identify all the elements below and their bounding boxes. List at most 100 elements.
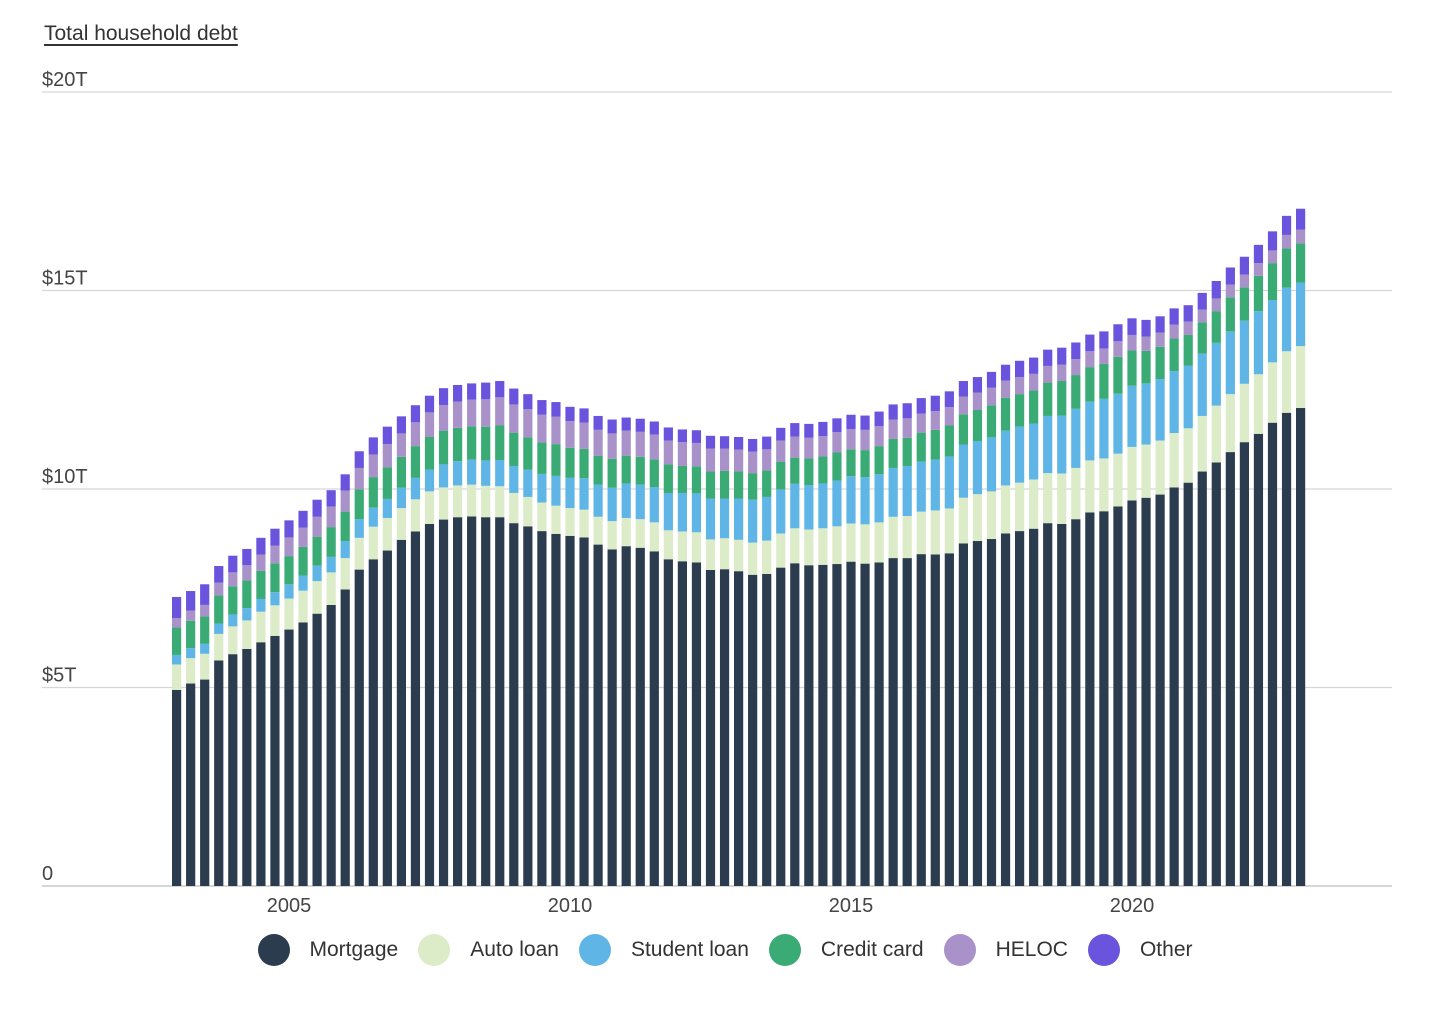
bar-segment-mortgage [354,569,364,886]
bar-segment-other [1099,331,1109,349]
bar-segment-auto-loan [410,499,421,532]
bar-segment-student-loan [762,496,772,541]
bar-segment-auto-loan [846,523,856,562]
bar-segment-heloc [691,442,702,467]
bar-segment-heloc [874,426,884,447]
stacked-bar-chart: 0 $5T $10T $15T $20T 2005 2010 2015 2020 [42,69,1392,917]
bar-segment-credit-card [1071,375,1081,409]
bar-segment-auto-loan [916,511,926,555]
bar-segment-credit-card [1197,322,1207,354]
bar-segment-heloc [354,467,364,490]
x-tick-label: 2015 [829,895,874,917]
bar-segment-student-loan [986,437,997,492]
bar-segment-mortgage [649,551,659,886]
bar-segment-credit-card [256,570,266,599]
bar-segment-credit-card [649,459,659,488]
bar-segment-mortgage [818,564,828,886]
bar-segment-mortgage [256,642,266,886]
bar-segment-credit-card [719,470,730,499]
bar-segment-other [270,528,280,546]
bar-segment-other [382,426,392,445]
bar-segment-mortgage [495,517,505,886]
x-tick-label: 2020 [1110,895,1155,917]
bar-segment-heloc [537,414,547,443]
bar-segment-student-loan [930,459,940,511]
bar-segment-mortgage [1113,506,1123,886]
bar-segment-heloc [916,413,926,433]
bar-segment-heloc [888,419,898,439]
bar-segment-mortgage [270,635,280,886]
bar-segment-heloc [719,448,730,471]
bar-segment-credit-card [1015,394,1025,427]
bar-segment-heloc [677,442,687,466]
bar-segment-mortgage [228,654,238,886]
bar-segment-mortgage [537,531,547,886]
bar-segment-heloc [298,527,308,547]
bar-segment-credit-card [1183,334,1193,366]
bar-segment-heloc [832,432,842,453]
bar-segment-other [1127,318,1137,335]
bar-segment-other [438,388,449,406]
bar-segment-mortgage [1169,487,1179,886]
legend-item: Mortgage [257,934,398,966]
y-tick-label: $20T [42,69,88,91]
bar-segment-other [649,421,659,435]
bar-segment-mortgage [832,564,842,886]
bar-segment-auto-loan [1155,440,1165,495]
bar-segment-heloc [776,440,786,462]
bar-segment-heloc [846,429,856,450]
bar-segment-credit-card [748,473,758,500]
bar-segment-student-loan [312,565,322,582]
bar-segment-auto-loan [593,516,603,545]
bar-segment-other [284,520,294,538]
bar-segment-auto-loan [495,486,505,518]
bar-segment-student-loan [256,598,266,612]
bar-segment-credit-card [1000,397,1011,431]
bar-segment-other [312,499,322,517]
bar-segment-other [1211,280,1221,299]
bar-segment-other [523,394,533,410]
bar-segment-mortgage [467,516,477,886]
bar-segment-auto-loan [214,633,224,661]
bar-segment-mortgage [200,679,210,886]
bar-segment-other [1071,342,1081,360]
bar-segment-other [579,408,589,423]
bar-segment-credit-card [832,452,842,481]
bar-segment-credit-card [1253,275,1264,312]
bar-segment-heloc [734,449,744,472]
bar-segment-credit-card [607,458,617,488]
bar-segment-heloc [1281,234,1292,249]
bar-segment-student-loan [1015,426,1025,483]
bar-segment-credit-card [438,430,449,465]
bar-segment-student-loan [621,483,631,518]
bar-segment-credit-card [1085,367,1095,402]
bar-segment-heloc [1071,359,1081,376]
bar-segment-other [874,411,884,427]
bar-segment-heloc [270,545,280,564]
bar-segment-auto-loan [972,494,983,542]
bar-segment-credit-card [1281,248,1292,288]
bar-segment-credit-card [1211,311,1221,343]
bar-segment-other [930,395,940,412]
bar-segment-mortgage [1099,511,1109,886]
bar-segment-credit-card [1113,356,1123,394]
bar-segment-student-loan [509,465,519,493]
y-tick-label: $10T [42,466,88,488]
bar-segment-mortgage [1211,462,1221,886]
bar-segment-other [1141,319,1151,337]
bar-segment-student-loan [1281,287,1292,352]
bar-segment-credit-card [424,436,435,470]
bar-segment-credit-card [691,466,702,494]
legend-swatch [257,934,290,966]
bar-segment-heloc [635,431,645,457]
bar-segment-auto-loan [1296,346,1306,409]
bar-segment-auto-loan [986,491,997,540]
bar-segment-auto-loan [579,509,589,538]
bar-segment-credit-card [593,455,603,485]
bar-segment-student-loan [410,477,421,500]
bar-segment-heloc [748,451,758,474]
bar-segment-student-loan [579,478,589,510]
bar-segment-credit-card [776,461,786,490]
bar-segment-heloc [1099,348,1109,364]
bar-segment-heloc [368,454,378,478]
